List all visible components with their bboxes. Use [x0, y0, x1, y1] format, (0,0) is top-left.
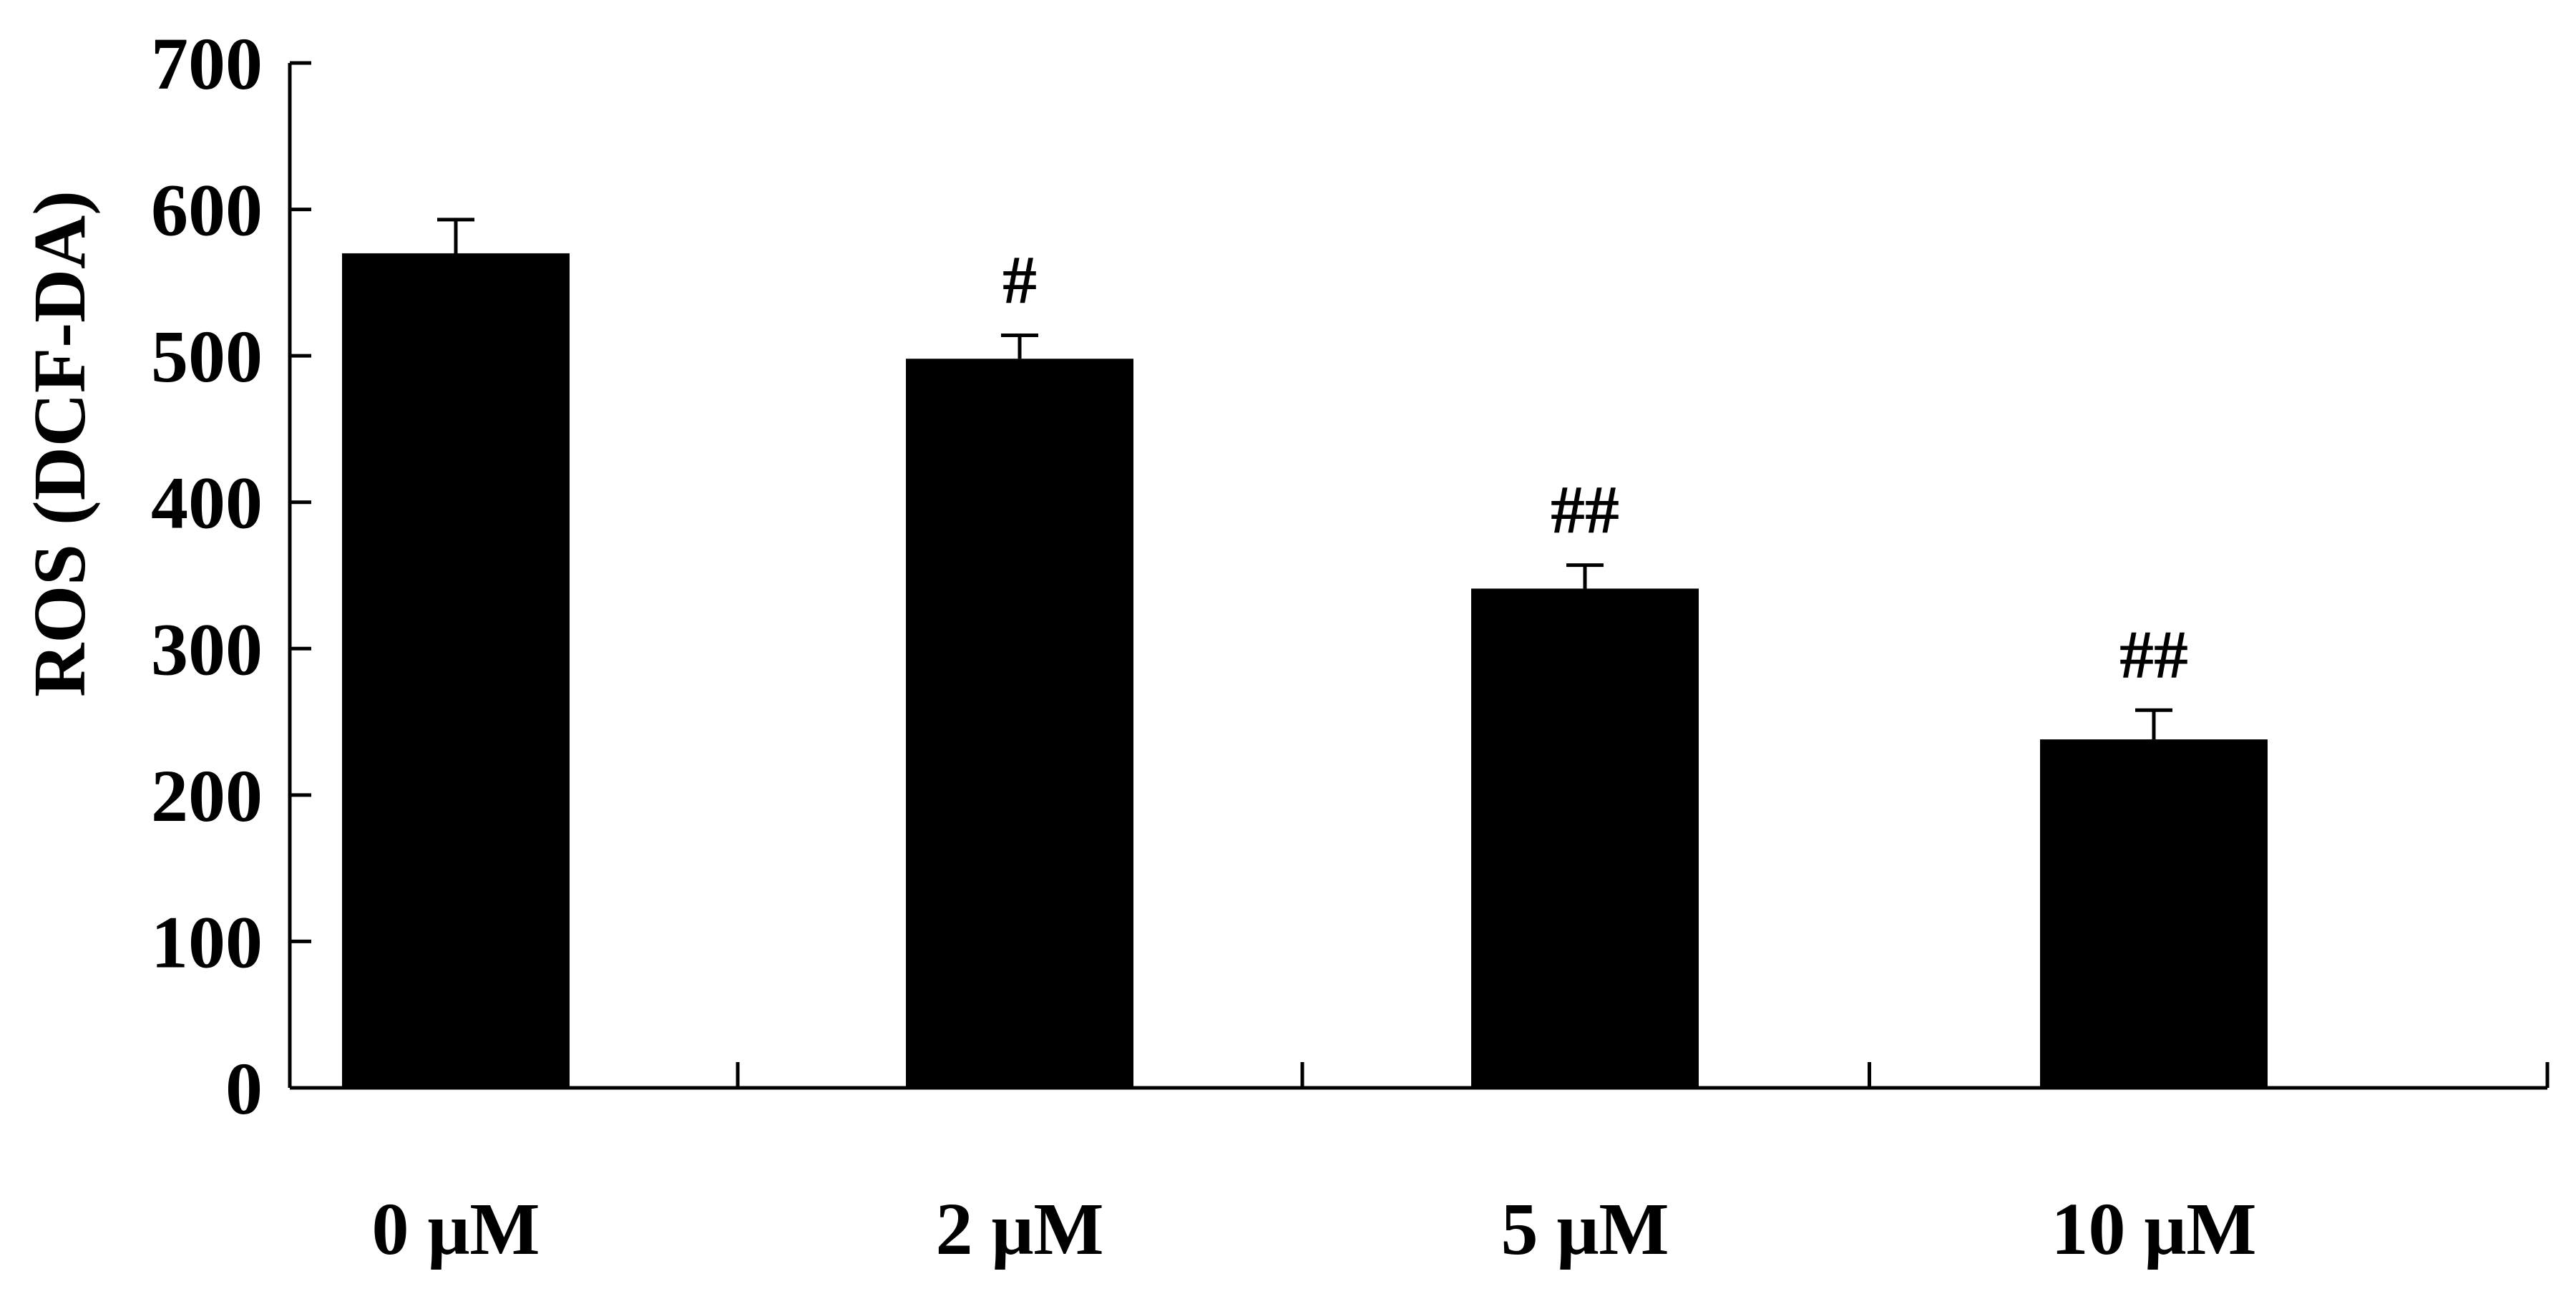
y-tick-label: 300 — [151, 608, 263, 691]
bars — [342, 218, 2268, 1089]
y-tick-label: 600 — [151, 170, 263, 252]
y-tick-label: 400 — [151, 462, 263, 545]
significance-label: # — [1002, 242, 1037, 318]
y-tick-label: 0 — [225, 1048, 263, 1130]
significance-label: ## — [1551, 472, 1619, 548]
bar — [906, 359, 1133, 1089]
y-tick-label: 500 — [151, 316, 263, 398]
x-tick-label: 5 μM — [1501, 1188, 1669, 1270]
x-tick-label: 10 μM — [2051, 1188, 2256, 1270]
significance-label: ## — [2119, 616, 2188, 693]
bar — [342, 253, 570, 1088]
labels: 0 100 200 300 400 500 600 700 0 μM #2 μM ## 5 μM ## 1… — [151, 23, 2257, 1270]
y-tick-label: 100 — [151, 901, 263, 983]
x-tick-label: 0 μM — [371, 1188, 540, 1270]
y-tick-label: 700 — [151, 23, 263, 105]
x-tick-label: 2 μM — [935, 1188, 1103, 1270]
bar — [1471, 588, 1699, 1088]
bar — [2040, 739, 2268, 1088]
y-axis-label: ROS (DCF-DA) — [19, 190, 101, 697]
y-tick-label: 200 — [151, 755, 263, 837]
